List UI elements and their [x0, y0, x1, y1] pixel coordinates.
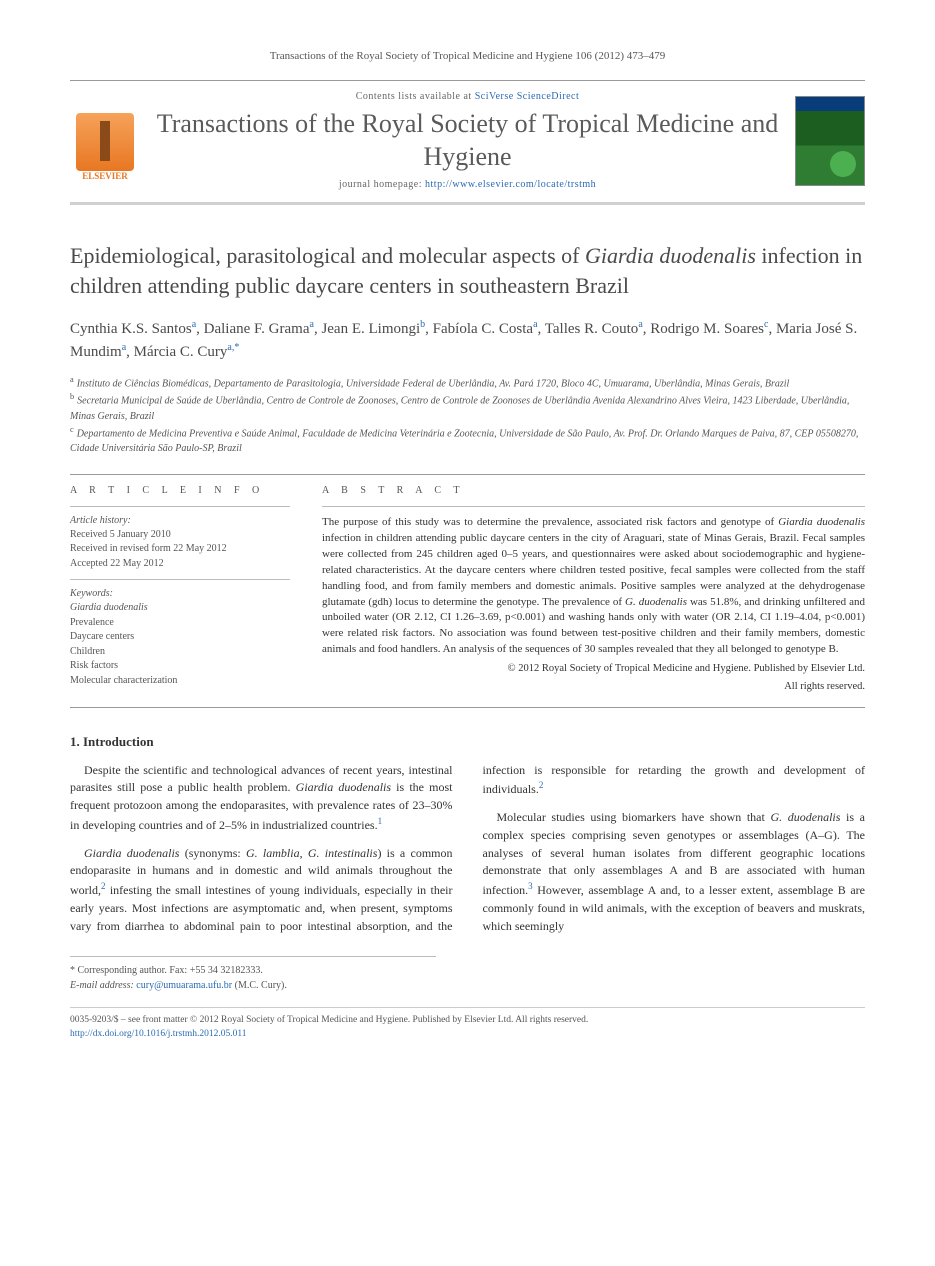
affiliation: bSecretaria Municipal de Saúde de Uberlâ…: [70, 391, 865, 423]
keyword: Children: [70, 645, 290, 660]
homepage-line: journal homepage: http://www.elsevier.co…: [154, 179, 781, 190]
keyword: Daycare centers: [70, 630, 290, 645]
paragraph: Molecular studies using biomarkers have …: [483, 809, 866, 935]
homepage-prefix: journal homepage:: [339, 179, 425, 190]
affiliation: cDepartamento de Medicina Preventiva e S…: [70, 424, 865, 456]
journal-header: ELSEVIER Contents lists available at Sci…: [70, 81, 865, 205]
keywords-head: Keywords:: [70, 588, 290, 599]
keyword: Molecular characterization: [70, 674, 290, 689]
info-abstract-block: A R T I C L E I N F O Article history: R…: [70, 485, 865, 695]
header-center: Contents lists available at SciVerse Sci…: [154, 91, 781, 190]
journal-name: Transactions of the Royal Society of Tro…: [154, 108, 781, 173]
sciencedirect-link[interactable]: SciVerse ScienceDirect: [475, 91, 580, 102]
divider: [70, 579, 290, 580]
publisher-label: ELSEVIER: [82, 171, 128, 181]
article-info: A R T I C L E I N F O Article history: R…: [70, 485, 290, 695]
affiliation: aInstituto de Ciências Biomédicas, Depar…: [70, 374, 865, 391]
body-text: Despite the scientific and technological…: [70, 762, 865, 941]
copyright-line: © 2012 Royal Society of Tropical Medicin…: [322, 662, 865, 676]
journal-cover-thumb: [795, 96, 865, 186]
divider: [70, 506, 290, 507]
history-head: Article history:: [70, 515, 290, 526]
history-line: Received in revised form 22 May 2012: [70, 542, 290, 557]
article-info-head: A R T I C L E I N F O: [70, 485, 290, 496]
abstract-head: A B S T R A C T: [322, 485, 865, 496]
section-heading: 1. Introduction: [70, 734, 865, 750]
corresp-fax: * Corresponding author. Fax: +55 34 3218…: [70, 963, 436, 978]
corresponding-author: * Corresponding author. Fax: +55 34 3218…: [70, 956, 436, 993]
publisher-logo: ELSEVIER: [70, 101, 140, 181]
page-footer: 0035-9203/$ – see front matter © 2012 Ro…: [70, 1007, 865, 1042]
contents-prefix: Contents lists available at: [356, 91, 475, 102]
keyword: Giardia duodenalis: [70, 601, 290, 616]
running-header: Transactions of the Royal Society of Tro…: [70, 50, 865, 62]
author-list: Cynthia K.S. Santosa, Daliane F. Gramaa,…: [70, 318, 865, 364]
email-link[interactable]: cury@umuarama.ufu.br: [136, 980, 232, 991]
footer-copyright: 0035-9203/$ – see front matter © 2012 Ro…: [70, 1014, 865, 1028]
keyword: Prevalence: [70, 616, 290, 631]
elsevier-tree-icon: [76, 113, 134, 171]
abstract-text: The purpose of this study was to determi…: [322, 515, 865, 658]
divider: [70, 474, 865, 475]
divider: [322, 506, 865, 507]
contents-line: Contents lists available at SciVerse Sci…: [154, 91, 781, 102]
doi-link[interactable]: http://dx.doi.org/10.1016/j.trstmh.2012.…: [70, 1029, 247, 1039]
paragraph: Despite the scientific and technological…: [70, 762, 453, 835]
abstract: A B S T R A C T The purpose of this stud…: [322, 485, 865, 695]
history-line: Accepted 22 May 2012: [70, 557, 290, 572]
homepage-link[interactable]: http://www.elsevier.com/locate/trstmh: [425, 179, 596, 190]
article-title: Epidemiological, parasitological and mol…: [70, 241, 865, 300]
copyright-line: All rights reserved.: [322, 680, 865, 694]
history-line: Received 5 January 2010: [70, 528, 290, 543]
corresp-email: E-mail address: cury@umuarama.ufu.br (M.…: [70, 978, 436, 993]
affiliations: aInstituto de Ciências Biomédicas, Depar…: [70, 374, 865, 456]
keyword: Risk factors: [70, 659, 290, 674]
divider: [70, 707, 865, 708]
